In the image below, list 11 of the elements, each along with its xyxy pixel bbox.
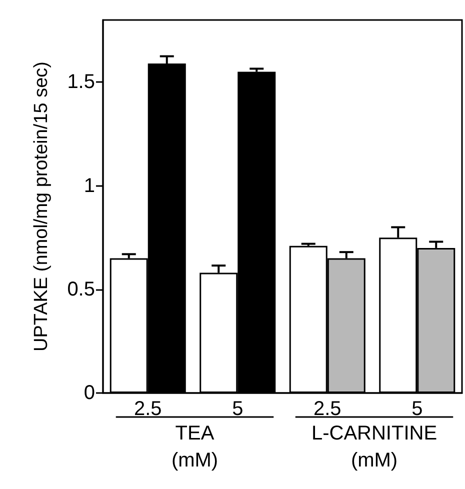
x-tick-label: 2.5 — [313, 398, 342, 420]
x-tick-label: 5 — [232, 398, 244, 420]
y-axis-title: UPTAKE (nmol/mg protein/15 sec) — [31, 61, 52, 352]
y-tick-label: 1 — [84, 174, 95, 197]
text: L-CARNITINE (mM) — [311, 422, 438, 472]
x-tick-label: 2.5 — [134, 398, 162, 420]
y-tick-label: 0.5 — [67, 278, 95, 300]
y-tick-label: 0 — [84, 382, 95, 404]
y-tick-label: 1.5 — [67, 71, 95, 94]
x-tick-label: 5 — [412, 398, 423, 420]
text: TEA (mM) — [171, 422, 218, 472]
